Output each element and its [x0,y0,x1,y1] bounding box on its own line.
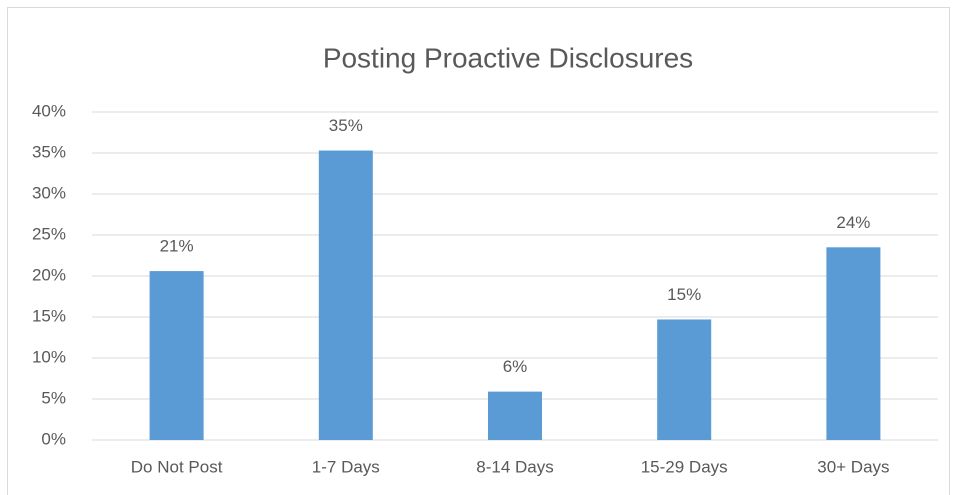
value-label: 21% [160,237,194,256]
value-label: 35% [329,116,363,135]
chart-border [7,7,950,495]
value-label: 24% [836,213,870,232]
y-tick-label: 5% [41,388,66,407]
y-tick-label: 20% [32,265,66,284]
bar [657,319,712,440]
value-label: 6% [503,357,528,376]
bar [318,150,373,441]
bar [488,391,542,440]
x-tick-label: 8-14 Days [476,457,553,476]
bar [826,247,881,440]
y-tick-label: 25% [32,224,66,243]
y-tick-label: 15% [32,306,66,325]
y-tick-label: 40% [32,101,66,120]
x-tick-label: 30+ Days [817,457,889,476]
x-tick-label: 15-29 Days [641,457,728,476]
x-tick-label: 1-7 Days [312,457,380,476]
y-tick-label: 30% [32,183,66,202]
y-tick-label: 10% [32,347,66,366]
y-tick-label: 0% [41,429,66,448]
y-tick-label: 35% [32,142,66,161]
bar [149,271,204,440]
x-tick-label: Do Not Post [131,457,223,476]
chart-title: Posting Proactive Disclosures [323,42,693,73]
value-label: 15% [667,285,701,304]
